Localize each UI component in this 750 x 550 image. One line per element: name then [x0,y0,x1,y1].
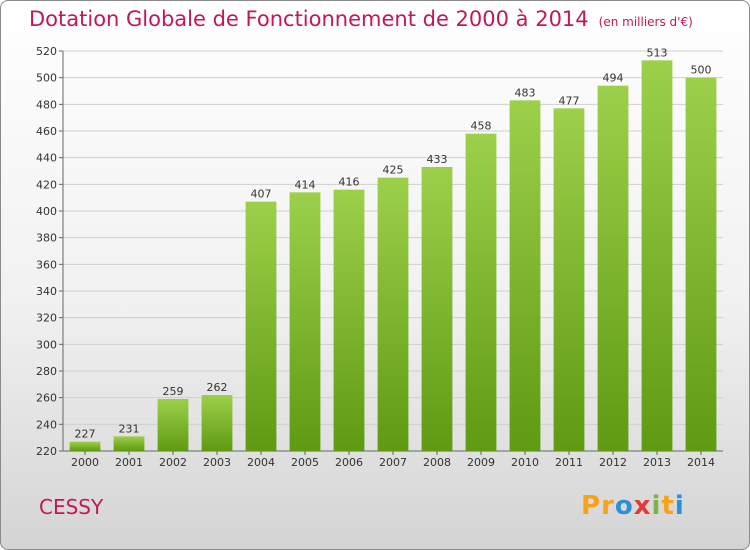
x-tick-label: 2004 [247,456,275,469]
brand-letter: o [614,491,634,521]
bar-2001 [113,436,145,451]
brand-letter: t [661,491,675,521]
bar-2009 [465,133,497,451]
data-label-2005: 414 [295,178,316,191]
data-label-2014: 500 [691,64,712,77]
x-tick-label: 2001 [115,456,143,469]
y-tick-label: 360 [36,258,57,271]
data-label-2011: 477 [559,94,580,107]
bar-2000 [69,441,101,451]
bar-2004 [245,201,277,451]
y-tick-label: 280 [36,365,57,378]
x-tick-label: 2003 [203,456,231,469]
y-tick-label: 220 [36,445,57,458]
x-tick-label: 2000 [71,456,99,469]
x-tick-label: 2008 [423,456,451,469]
data-label-2004: 407 [251,188,272,201]
data-label-2008: 433 [427,153,448,166]
bars [69,60,717,452]
y-tick-label: 240 [36,418,57,431]
bar-2011 [553,108,585,451]
bar-2010 [509,100,541,451]
data-label-2001: 231 [119,422,140,435]
y-tick-label: 440 [36,152,57,165]
brand-letter: r [601,491,615,521]
bar-2012 [597,85,629,452]
commune-name: CESSY [39,495,104,519]
x-tick-label: 2010 [511,456,539,469]
bar-2003 [201,395,233,451]
y-tick-label: 380 [36,232,57,245]
brand-logo: Proxiti [581,491,685,521]
brand-letter: i [651,491,662,521]
y-tick-label: 420 [36,178,57,191]
x-tick-label: 2013 [643,456,671,469]
y-tick-label: 260 [36,392,57,405]
axes: 220 240 260 280 300 320 340 360 380 400 420 440 460 4… [36,45,723,469]
bar-2002 [157,399,189,451]
y-tick-label: 500 [36,72,57,85]
y-tick-label: 400 [36,205,57,218]
x-tick-label: 2012 [599,456,627,469]
data-label-2003: 262 [207,381,228,394]
y-tick-label: 480 [36,98,57,111]
x-tick-label: 2002 [159,456,187,469]
y-tick-label: 460 [36,125,57,138]
chart-title: Dotation Globale de Fonctionnement de 20… [29,7,589,31]
bar-2014 [685,77,717,452]
data-label-2007: 425 [383,164,404,177]
data-label-2009: 458 [471,120,492,133]
chart-subtitle: (en milliers d'€) [598,15,693,29]
brand-letter: P [581,491,602,521]
bar-2006 [333,189,365,451]
x-tick-label: 2007 [379,456,407,469]
data-labels: 227 231 259 262 407 414 416 425 433 458 483 477 494 5… [75,46,712,440]
data-label-2006: 416 [339,176,360,189]
x-tick-label: 2011 [555,456,583,469]
data-label-2012: 494 [603,72,624,85]
bar-2008 [421,167,453,451]
y-tick-label: 300 [36,338,57,351]
bar-2013 [641,60,673,451]
data-label-2013: 513 [647,46,668,59]
bar-2007 [377,177,409,451]
brand-letter: i [674,491,685,521]
data-label-2010: 483 [515,86,536,99]
chart-title-line: Dotation Globale de Fonctionnement de 20… [29,7,693,31]
data-label-2000: 227 [75,428,96,441]
bar-2005 [289,192,321,452]
y-tick-label: 340 [36,285,57,298]
brand-letter: x [633,491,652,521]
data-label-2002: 259 [163,385,184,398]
y-tick-label: 320 [36,312,57,325]
x-tick-label: 2005 [291,456,319,469]
x-tick-label: 2014 [687,456,715,469]
y-tick-label: 520 [36,45,57,58]
x-tick-label: 2006 [335,456,363,469]
x-tick-label: 2009 [467,456,495,469]
